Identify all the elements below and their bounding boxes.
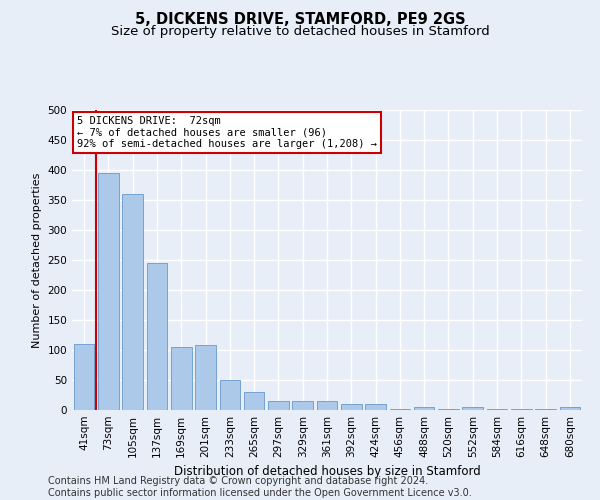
Bar xyxy=(365,404,386,410)
Bar xyxy=(414,407,434,410)
Text: Contains HM Land Registry data © Crown copyright and database right 2024.
Contai: Contains HM Land Registry data © Crown c… xyxy=(48,476,472,498)
Bar xyxy=(317,401,337,410)
Bar xyxy=(74,344,94,410)
Bar xyxy=(292,401,313,410)
Text: 5, DICKENS DRIVE, STAMFORD, PE9 2GS: 5, DICKENS DRIVE, STAMFORD, PE9 2GS xyxy=(134,12,466,28)
Bar xyxy=(171,347,191,410)
Bar xyxy=(268,401,289,410)
X-axis label: Distribution of detached houses by size in Stamford: Distribution of detached houses by size … xyxy=(173,466,481,478)
Bar xyxy=(122,194,143,410)
Bar xyxy=(98,173,119,410)
Bar xyxy=(146,263,167,410)
Bar xyxy=(341,404,362,410)
Bar xyxy=(560,407,580,410)
Bar xyxy=(244,392,265,410)
Bar xyxy=(195,345,216,410)
Y-axis label: Number of detached properties: Number of detached properties xyxy=(32,172,42,348)
Bar xyxy=(220,380,240,410)
Text: 5 DICKENS DRIVE:  72sqm
← 7% of detached houses are smaller (96)
92% of semi-det: 5 DICKENS DRIVE: 72sqm ← 7% of detached … xyxy=(77,116,377,149)
Bar xyxy=(463,407,483,410)
Text: Size of property relative to detached houses in Stamford: Size of property relative to detached ho… xyxy=(110,25,490,38)
